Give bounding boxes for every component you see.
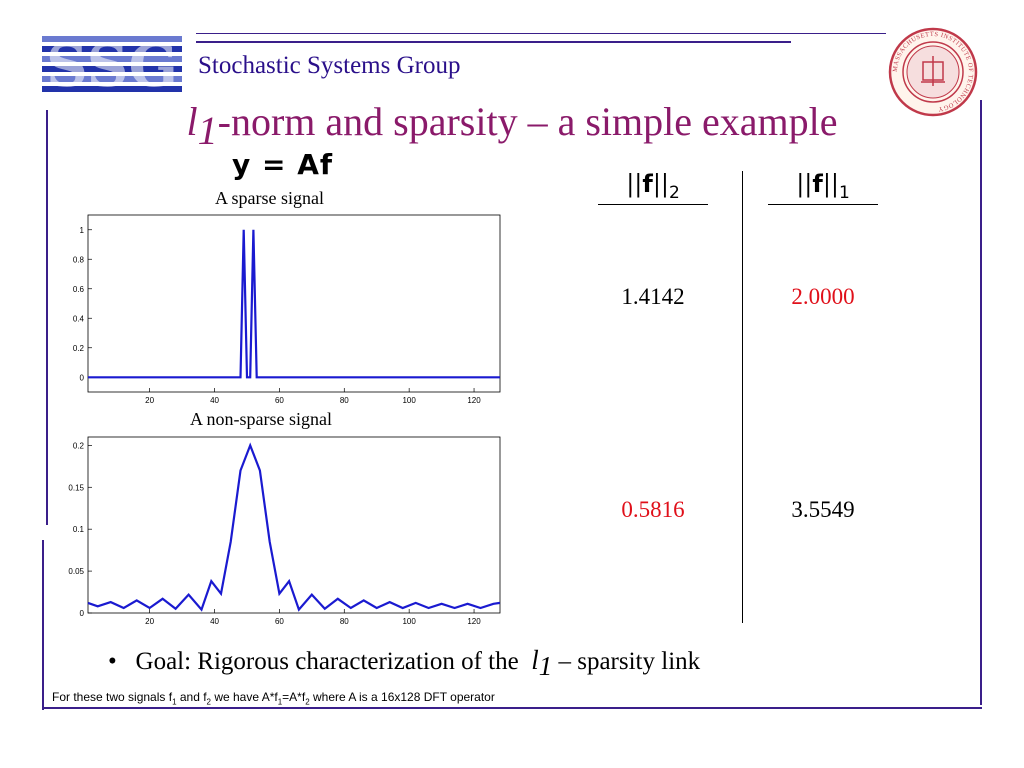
y-tick-label: 0.2	[73, 441, 85, 450]
footnote: For these two signals f1 and f2 we have …	[52, 690, 495, 707]
nonsparse-signal-plot: 20 40 60 80 100 120 0 0.05 0.1 0.15 0.2	[68, 436, 501, 626]
x-tick-label: 100	[402, 617, 416, 626]
sparse-plot-title: A sparse signal	[215, 188, 324, 208]
header-rule-top	[196, 33, 886, 34]
y-tick-label: 1	[80, 226, 85, 235]
sparse-l2-value: 1.4142	[621, 284, 685, 309]
l2-header-underline	[598, 204, 708, 205]
x-tick-label: 80	[340, 617, 349, 626]
x-tick-label: 120	[467, 396, 481, 405]
y-tick-label: 0.1	[73, 525, 85, 534]
frame-left-rule	[46, 110, 48, 525]
plot-axes-box	[87, 214, 501, 393]
y-tick-label: 0.6	[73, 285, 85, 294]
slide-title: l1-norm and sparsity – a simple example	[186, 99, 838, 153]
sparse-signal-line	[88, 229, 500, 379]
x-tick-label: 60	[275, 617, 284, 626]
ssg-logo: SSG	[42, 34, 182, 96]
goal-bullet: • Goal: Rigorous characterization of the…	[108, 645, 701, 681]
y-tick-label: 0.4	[73, 314, 85, 323]
x-tick-label: 120	[467, 617, 481, 626]
y-tick-label: 0.05	[68, 567, 84, 576]
mit-seal: MASSACHUSETTS INSTITUTE OF TECHNOLOGY	[888, 27, 978, 117]
l1-norm-header: ||f||1	[796, 170, 850, 203]
y-tick-label: 0	[80, 373, 85, 382]
x-tick-label: 20	[145, 396, 154, 405]
nonsparse-plot-title: A non-sparse signal	[190, 409, 332, 429]
nonsparse-l1-value: 3.5549	[791, 497, 855, 522]
frame-bottom-rule	[42, 707, 982, 709]
equation: y = Af	[232, 148, 334, 181]
frame-left-rule-lower	[42, 540, 44, 710]
x-tick-label: 60	[275, 396, 284, 405]
x-tick-label: 80	[340, 396, 349, 405]
sparse-l1-value: 2.0000	[791, 284, 855, 309]
y-tick-label: 0.2	[73, 344, 85, 353]
y-tick-label: 0.8	[73, 255, 85, 264]
sparse-signal-plot: 20 40 60 80 100 120 0 0.2 0.4 0.6 0.8 1	[73, 214, 501, 405]
group-name: Stochastic Systems Group	[198, 52, 461, 79]
y-tick-label: 0.15	[68, 483, 84, 492]
l1-header-underline	[768, 204, 878, 205]
l2-norm-header: ||f||2	[626, 170, 680, 203]
x-tick-label: 40	[210, 617, 219, 626]
nonsparse-l2-value: 0.5816	[621, 497, 685, 522]
logo-lettering: SSG	[46, 34, 178, 96]
x-tick-label: 100	[402, 396, 416, 405]
nonsparse-signal-line	[87, 442, 501, 612]
plot-axes-box	[87, 436, 501, 614]
frame-right-rule	[980, 100, 982, 705]
y-tick-label: 0	[80, 609, 85, 618]
x-tick-label: 20	[145, 617, 154, 626]
x-tick-label: 40	[210, 396, 219, 405]
header-rule	[196, 41, 791, 43]
table-divider	[742, 171, 743, 623]
